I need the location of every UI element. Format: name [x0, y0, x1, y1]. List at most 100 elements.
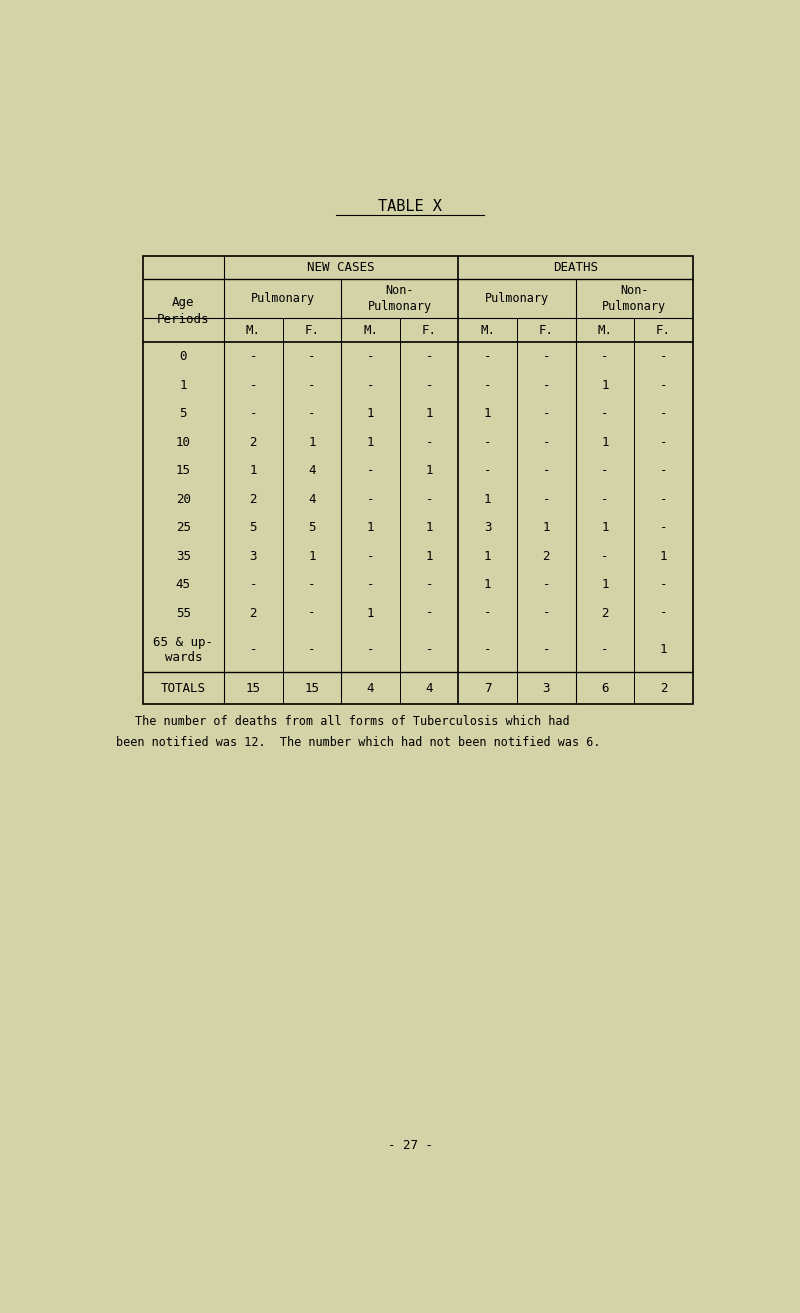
Text: -: - [602, 407, 609, 420]
Text: 6: 6 [602, 681, 609, 695]
Text: TABLE X: TABLE X [378, 198, 442, 214]
Text: F.: F. [422, 323, 437, 336]
Text: Age
Periods: Age Periods [157, 295, 210, 326]
Text: 5: 5 [308, 521, 316, 534]
Text: 3: 3 [250, 550, 257, 562]
Text: 45: 45 [176, 578, 191, 591]
Text: 2: 2 [250, 607, 257, 620]
Text: -: - [542, 351, 550, 364]
Text: -: - [366, 492, 374, 506]
Text: -: - [366, 578, 374, 591]
Text: -: - [308, 607, 316, 620]
Text: 15: 15 [246, 681, 261, 695]
Text: -: - [250, 351, 257, 364]
Text: -: - [660, 351, 667, 364]
Text: -: - [660, 578, 667, 591]
Text: 1: 1 [660, 550, 667, 562]
Text: -: - [484, 463, 491, 477]
Text: 1: 1 [426, 407, 433, 420]
Text: F.: F. [656, 323, 671, 336]
Text: M.: M. [598, 323, 613, 336]
Text: -: - [426, 643, 433, 656]
Text: - 27 -: - 27 - [387, 1138, 433, 1152]
Text: 1: 1 [250, 463, 257, 477]
Text: -: - [660, 436, 667, 449]
Text: The number of deaths from all forms of Tuberculosis which had: The number of deaths from all forms of T… [135, 714, 570, 727]
Text: Pulmonary: Pulmonary [250, 291, 314, 305]
Text: -: - [426, 378, 433, 391]
Text: -: - [660, 407, 667, 420]
Text: 1: 1 [484, 492, 491, 506]
Text: -: - [366, 463, 374, 477]
Text: M.: M. [363, 323, 378, 336]
Text: 2: 2 [542, 550, 550, 562]
Text: F.: F. [539, 323, 554, 336]
Text: 4: 4 [308, 492, 316, 506]
Text: 3: 3 [484, 521, 491, 534]
Text: 1: 1 [426, 463, 433, 477]
Text: 15: 15 [305, 681, 319, 695]
Text: 1: 1 [602, 378, 609, 391]
Text: 1: 1 [308, 550, 316, 562]
Text: -: - [366, 643, 374, 656]
Text: -: - [542, 436, 550, 449]
Text: -: - [602, 351, 609, 364]
Text: M.: M. [246, 323, 261, 336]
Text: -: - [250, 378, 257, 391]
Text: -: - [542, 463, 550, 477]
Text: -: - [250, 643, 257, 656]
Text: TOTALS: TOTALS [161, 681, 206, 695]
Text: 5: 5 [179, 407, 187, 420]
Text: Non-
Pulmonary: Non- Pulmonary [368, 284, 432, 312]
Text: -: - [484, 378, 491, 391]
Text: -: - [542, 378, 550, 391]
Text: 4: 4 [308, 463, 316, 477]
Text: 2: 2 [250, 436, 257, 449]
Text: -: - [308, 378, 316, 391]
Text: 25: 25 [176, 521, 191, 534]
Text: -: - [542, 607, 550, 620]
Text: 1: 1 [366, 407, 374, 420]
Text: M.: M. [480, 323, 495, 336]
Text: 2: 2 [602, 607, 609, 620]
Text: -: - [366, 351, 374, 364]
Text: 4: 4 [426, 681, 433, 695]
Text: 0: 0 [179, 351, 187, 364]
Text: 1: 1 [308, 436, 316, 449]
Text: Non-
Pulmonary: Non- Pulmonary [602, 284, 666, 312]
Text: -: - [308, 351, 316, 364]
Text: 1: 1 [366, 436, 374, 449]
Text: 1: 1 [426, 521, 433, 534]
Text: -: - [660, 607, 667, 620]
Text: 2: 2 [660, 681, 667, 695]
Text: -: - [542, 578, 550, 591]
Text: 1: 1 [602, 521, 609, 534]
Text: -: - [602, 550, 609, 562]
Text: been notified was 12.  The number which had not been notified was 6.: been notified was 12. The number which h… [115, 737, 600, 750]
Text: DEATHS: DEATHS [553, 261, 598, 274]
Text: -: - [426, 578, 433, 591]
Text: -: - [484, 436, 491, 449]
Text: 4: 4 [366, 681, 374, 695]
Text: -: - [542, 407, 550, 420]
Text: -: - [660, 378, 667, 391]
Text: 1: 1 [366, 521, 374, 534]
Text: -: - [308, 643, 316, 656]
Text: -: - [308, 407, 316, 420]
Text: 65 & up-
wards: 65 & up- wards [154, 635, 214, 663]
Text: -: - [426, 492, 433, 506]
Text: 1: 1 [484, 407, 491, 420]
Text: -: - [484, 607, 491, 620]
Text: 1: 1 [660, 643, 667, 656]
Text: -: - [542, 492, 550, 506]
Text: -: - [366, 550, 374, 562]
Text: -: - [426, 436, 433, 449]
Text: 35: 35 [176, 550, 191, 562]
Text: 1: 1 [366, 607, 374, 620]
Text: 10: 10 [176, 436, 191, 449]
Text: -: - [660, 521, 667, 534]
Text: -: - [366, 378, 374, 391]
Text: -: - [250, 407, 257, 420]
Text: 15: 15 [176, 463, 191, 477]
Text: -: - [426, 607, 433, 620]
